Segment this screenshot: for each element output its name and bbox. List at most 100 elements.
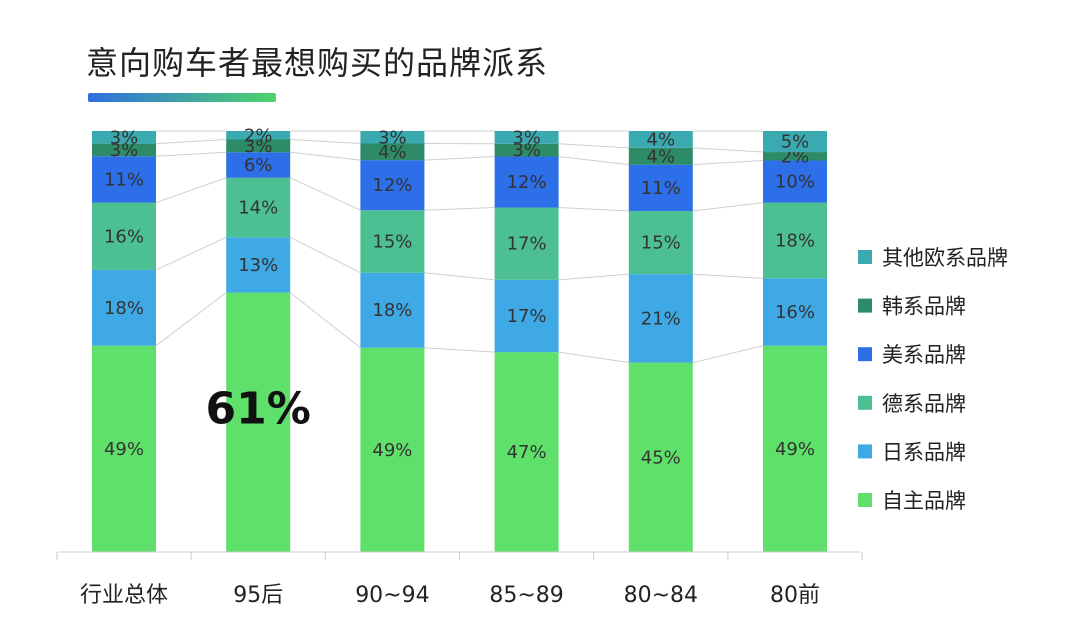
bar-segment bbox=[628, 147, 693, 165]
connector-line bbox=[290, 139, 361, 145]
bar-segment bbox=[494, 143, 559, 157]
title-underline bbox=[88, 93, 276, 102]
data-label: 11% bbox=[104, 169, 144, 190]
bar-segment bbox=[360, 131, 425, 144]
connector-line bbox=[155, 292, 227, 347]
bar-segment bbox=[494, 131, 559, 144]
bars: 49%18%16%11%3%3%13%14%6%3%2%49%18%15%12%… bbox=[92, 125, 827, 552]
connector-line bbox=[424, 272, 495, 281]
highlight-label: 61% bbox=[206, 383, 311, 434]
connector-line bbox=[692, 273, 764, 279]
data-label: 18% bbox=[104, 298, 144, 319]
legend-swatch bbox=[858, 493, 872, 507]
bar-segment bbox=[763, 160, 827, 203]
data-label: 3% bbox=[110, 127, 139, 148]
bar-segment bbox=[226, 237, 291, 293]
data-label: 18% bbox=[775, 230, 815, 251]
data-label: 3% bbox=[512, 140, 541, 161]
connector-line bbox=[289, 292, 361, 349]
connector-line bbox=[155, 151, 227, 157]
data-label: 49% bbox=[775, 439, 815, 460]
data-label: 5% bbox=[781, 132, 810, 153]
legend-label: 其他欧系品牌 bbox=[882, 246, 1008, 270]
data-label: 21% bbox=[641, 308, 681, 329]
data-label: 14% bbox=[238, 198, 278, 219]
bar-segment bbox=[628, 164, 693, 211]
data-label: 49% bbox=[372, 440, 412, 461]
bar-segment bbox=[360, 143, 425, 161]
bar-segment bbox=[628, 210, 693, 275]
data-label: 13% bbox=[238, 255, 278, 276]
connector-line bbox=[692, 147, 764, 153]
connector-line bbox=[289, 177, 361, 211]
bar-segment bbox=[494, 156, 559, 208]
data-label: 6% bbox=[244, 155, 273, 176]
bar-segment bbox=[92, 345, 156, 552]
bar-segment bbox=[763, 345, 827, 552]
connector-line bbox=[424, 156, 495, 161]
connector-line bbox=[558, 351, 629, 364]
connector-line bbox=[289, 236, 361, 274]
data-label: 3% bbox=[244, 136, 273, 157]
data-label: 11% bbox=[641, 178, 681, 199]
data-label: 3% bbox=[512, 127, 541, 148]
legend-swatch bbox=[858, 298, 872, 313]
connector-line bbox=[692, 345, 764, 364]
data-label: 16% bbox=[104, 226, 144, 247]
data-label: 17% bbox=[507, 234, 547, 255]
data-label: 15% bbox=[641, 233, 681, 254]
bar-segment bbox=[92, 143, 156, 157]
data-label: 18% bbox=[372, 300, 412, 321]
x-axis: 行业总体 95后 90~94 85~89 80~84 80前 bbox=[56, 551, 863, 608]
bar-segment bbox=[494, 279, 559, 353]
data-label: 12% bbox=[372, 175, 412, 196]
legend-label: 日系品牌 bbox=[882, 440, 966, 464]
chart-title: 意向购车者最想购买的品牌派系 bbox=[86, 44, 549, 82]
bar-segment bbox=[226, 139, 291, 153]
bar-segment bbox=[360, 347, 425, 552]
data-label: 16% bbox=[775, 302, 815, 323]
legend-swatch bbox=[858, 250, 872, 264]
legend-swatch bbox=[858, 347, 872, 362]
connector-line bbox=[290, 151, 361, 161]
connector-line bbox=[558, 207, 629, 212]
connector-line bbox=[424, 207, 495, 211]
data-label: 12% bbox=[507, 172, 547, 193]
legend-swatch bbox=[858, 444, 872, 459]
bar-segment bbox=[226, 152, 291, 178]
data-label: 4% bbox=[647, 129, 676, 150]
connector-line bbox=[692, 202, 764, 212]
bar-segment bbox=[92, 156, 156, 203]
legend-label: 自主品牌 bbox=[882, 489, 966, 513]
bar-segment bbox=[92, 202, 156, 270]
bar-segment bbox=[763, 278, 827, 346]
legend-label: 美系品牌 bbox=[882, 343, 966, 367]
connector-line bbox=[558, 143, 629, 149]
bar-segment bbox=[763, 131, 827, 153]
bar-segment bbox=[226, 177, 291, 238]
bar-segment bbox=[360, 160, 425, 211]
bar-segment bbox=[92, 269, 156, 346]
bar-segment bbox=[628, 131, 693, 148]
connector-line bbox=[155, 139, 227, 145]
connector-line bbox=[692, 159, 764, 166]
data-label: 49% bbox=[104, 439, 144, 460]
bar-segment bbox=[763, 152, 827, 161]
connector-line bbox=[155, 177, 227, 204]
bar-segment bbox=[360, 272, 425, 348]
x-tick-label: 80前 bbox=[770, 583, 820, 608]
x-tick-label: 90~94 bbox=[355, 583, 429, 608]
legend-swatch bbox=[858, 395, 872, 410]
x-tick-label: 85~89 bbox=[489, 583, 563, 608]
data-label: 45% bbox=[641, 447, 681, 468]
data-label: 17% bbox=[507, 306, 547, 327]
connector-line bbox=[558, 156, 629, 166]
bar-segment bbox=[92, 131, 156, 144]
data-label: 4% bbox=[378, 142, 407, 163]
x-tick-label: 行业总体 bbox=[80, 583, 168, 608]
data-label: 4% bbox=[647, 146, 676, 167]
data-label: 2% bbox=[244, 125, 273, 146]
x-tick-label: 95后 bbox=[233, 583, 283, 608]
x-tick-label: 80~84 bbox=[624, 583, 698, 608]
